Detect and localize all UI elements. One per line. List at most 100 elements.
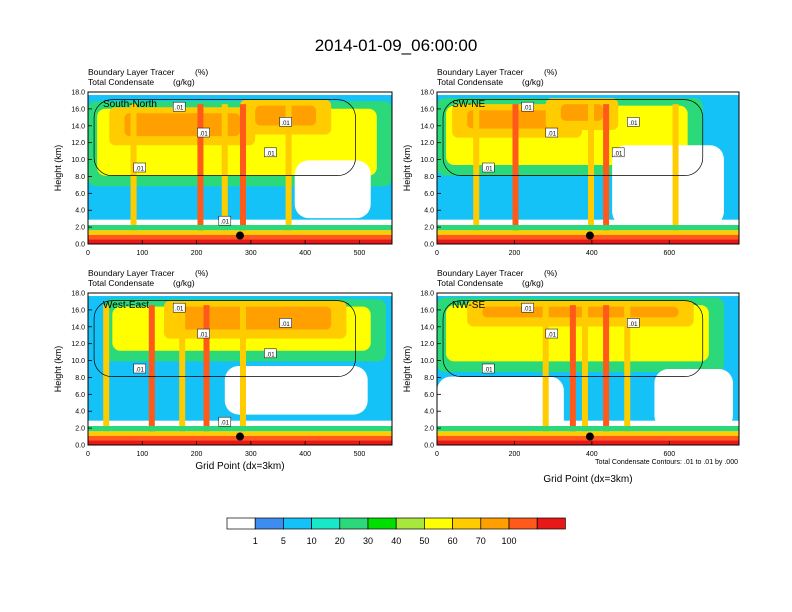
panel-frame [436,292,740,446]
y-tick-label: 18.0 [420,90,434,97]
panel-sw-ne: .01 .01 .01 .01 .01 SW-NE Boundary Layer Trace… [402,67,740,257]
contour-label: .01 [281,121,290,127]
y-tick-label: 0.0 [75,443,85,450]
contour-label-box [611,147,625,158]
panel-title-right-2: (g/kg) [522,278,544,288]
shade-column [581,305,588,435]
y-tick-label: 0.0 [424,242,434,249]
contour-label-box [482,363,495,374]
x-axis-label-bottom-right: Grid Point (dx=3km) [543,474,632,485]
y-tick-label: 6.0 [75,191,85,198]
contour-label-box [218,416,232,427]
contour-label-box [545,328,559,339]
y-axis-label: Height (km) [53,145,63,192]
contour-line [442,300,704,377]
shade-core-inner [482,306,679,318]
y-tick-label: 12.0 [420,341,434,348]
contour-label: .01 [629,322,638,328]
panel-title-right-1: (%) [195,268,208,278]
panel-nw-se: .01 .01 .01 .01 NW-SE Boundary Layer TracerTo… [402,268,740,458]
panel-label: SW-NE [452,99,485,110]
panel-title-right-1: (%) [195,67,208,77]
colorbar-box [283,517,312,530]
shade-bl-1 [437,426,739,432]
shade-column [624,305,631,435]
y-tick-label: 4.0 [75,409,85,416]
contour-label: .01 [136,368,145,374]
colorbar-box [452,517,482,530]
x-tick-label: 200 [191,451,203,458]
colorbar-box [480,517,510,530]
contour-label: .01 [629,121,638,127]
y-tick-label: 2.0 [424,225,434,232]
panel-label: NW-SE [452,300,485,311]
shade-column [588,104,594,234]
contour-label: .01 [548,132,557,138]
panel-title-left-2: Total Condensate [437,278,503,288]
y-tick-label: 6.0 [75,392,85,399]
y-tick-label: 8.0 [424,174,434,181]
y-tick-label: 12.0 [71,140,85,147]
x-tick-label: 0 [435,451,439,458]
contour-label: .01 [281,322,290,328]
x-tick-label: 300 [245,451,257,458]
y-tick-label: 14.0 [71,324,85,331]
y-tick-label: 8.0 [75,375,85,382]
shade-bl-4 [88,239,392,244]
y-tick-label: 10.0 [420,358,434,365]
panel-title-right-1: (%) [544,268,557,278]
shade-column [148,305,155,435]
panel-title-right-2: (g/kg) [173,278,195,288]
x-tick-label: 100 [136,451,148,458]
location-marker [585,432,594,441]
x-tick-label: 400 [299,451,311,458]
shade-column [512,104,519,234]
x-tick-label: 200 [191,250,203,257]
shade-core-inner [179,306,332,330]
colorbar-box [226,517,256,530]
colorbar-box [254,517,284,530]
contour-label: .01 [175,106,184,112]
shade-column [473,104,480,234]
panel-title-left-1: Boundary Layer Tracer [88,268,175,278]
shade-column [179,305,186,435]
y-tick-label: 10.0 [71,157,85,164]
panel-title-right-2: (g/kg) [173,77,195,87]
x-tick-label: 200 [509,250,521,257]
contour-label-box [133,363,146,374]
shade-core-inner [124,113,240,137]
shade-column [197,104,204,234]
panel-title-right-2: (g/kg) [522,77,544,87]
shade-column [603,104,610,234]
shade-bl-4 [437,239,739,244]
y-tick-label: 14.0 [420,324,434,331]
x-tick-label: 0 [86,451,90,458]
x-tick-label: 400 [586,451,598,458]
shade-bl-4 [88,440,392,445]
contour-label-box [521,302,534,313]
y-tick-label: 18.0 [71,291,85,298]
contour-label: .01 [548,333,557,339]
contour-label-box [482,162,495,173]
y-tick-label: 2.0 [424,426,434,433]
contour-label-box [172,101,186,112]
y-tick-label: 16.0 [71,106,85,113]
contour-label: .01 [221,421,230,427]
y-tick-label: 16.0 [420,106,434,113]
contour-label-box [545,127,559,138]
contour-label: .01 [523,307,532,313]
contour-line [93,99,356,176]
contour-label-box [197,127,210,138]
figure-title: 2014-01-09_06:00:00 [315,36,478,55]
contour-label-box [521,101,534,112]
shade-column [542,305,549,435]
y-axis-label: Height (km) [402,145,412,192]
contour-label: .01 [523,106,532,112]
shade-column [569,305,576,435]
location-marker [236,231,244,240]
panel-south-north: .01 .01 .01 .01 .01 .01 South-North Boundary La… [53,67,393,257]
colorbar-box [311,517,341,530]
colorbar-box [424,517,453,530]
location-marker [236,432,244,441]
